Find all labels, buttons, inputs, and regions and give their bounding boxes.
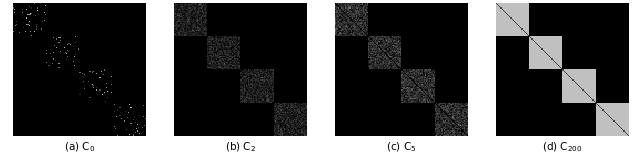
X-axis label: (b) C$_2$: (b) C$_2$ (225, 140, 256, 154)
X-axis label: (c) C$_5$: (c) C$_5$ (386, 140, 417, 154)
X-axis label: (a) C$_0$: (a) C$_0$ (64, 140, 95, 154)
X-axis label: (d) C$_{200}$: (d) C$_{200}$ (542, 140, 582, 154)
